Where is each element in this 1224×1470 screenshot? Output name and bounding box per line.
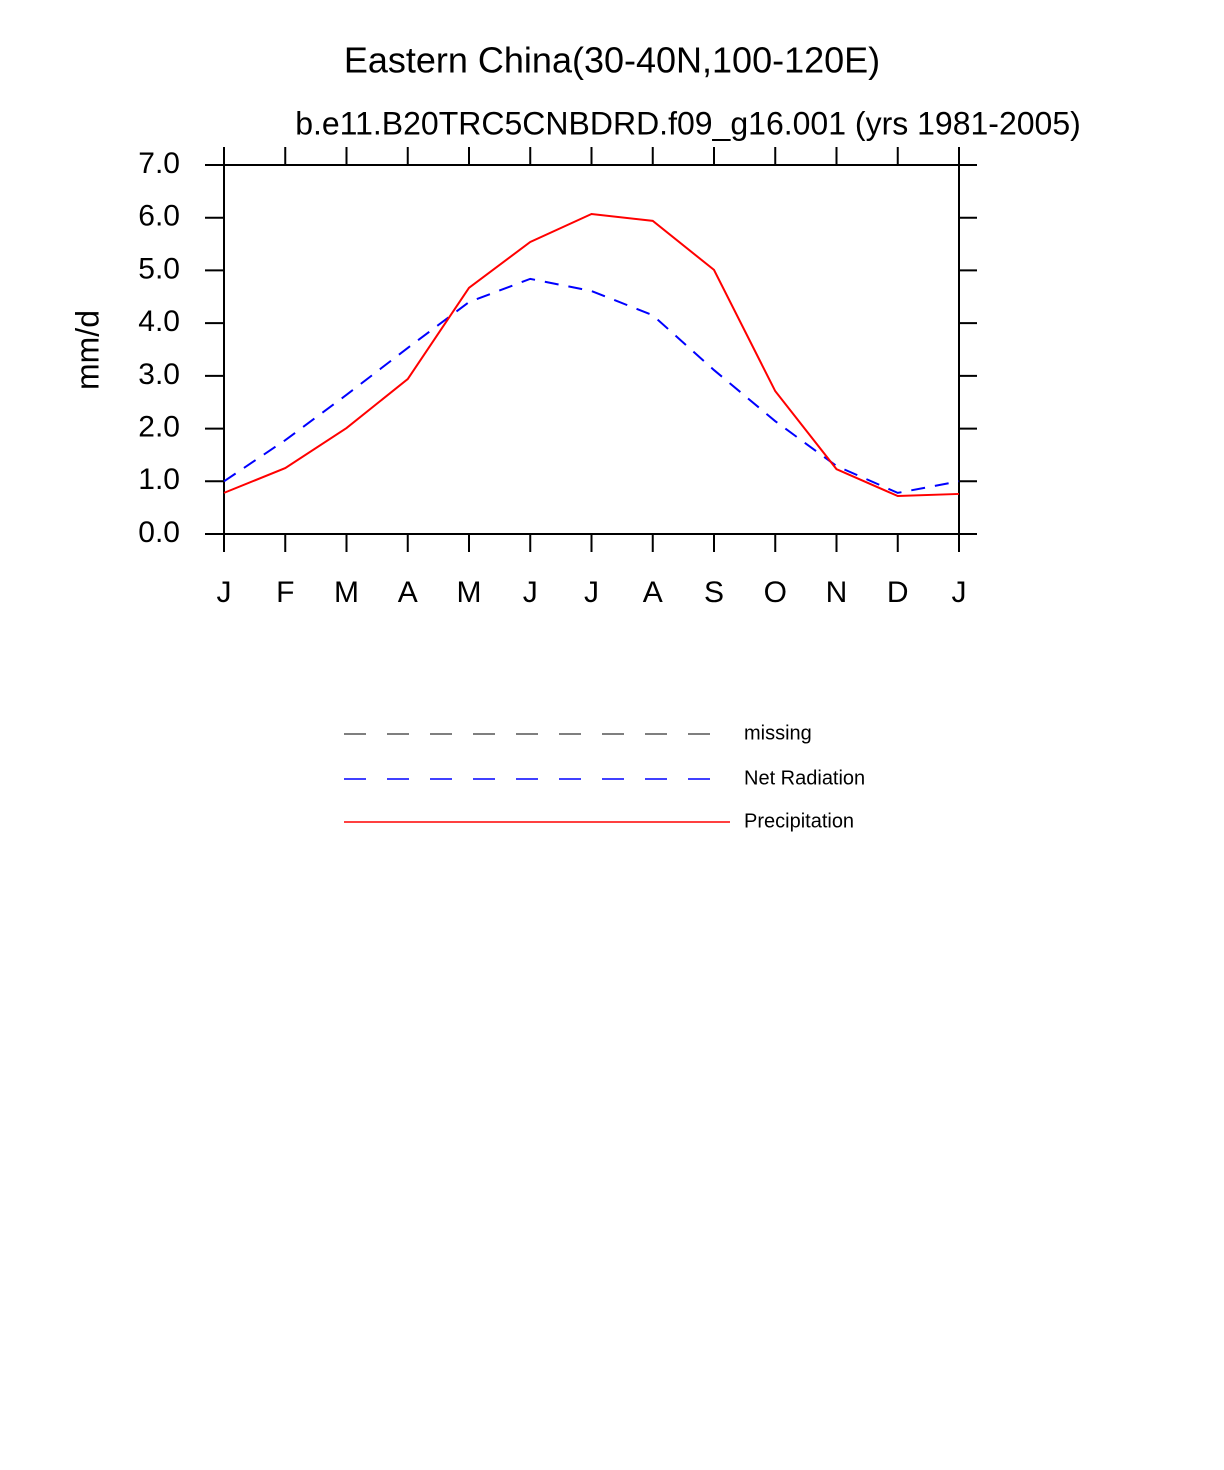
x-tick-label: A bbox=[643, 576, 663, 609]
y-axis-label: mm/d bbox=[69, 310, 105, 390]
chart-title: Eastern China(30-40N,100-120E) bbox=[344, 40, 880, 81]
series-line bbox=[223, 212, 960, 498]
legend-label: Net Radiation bbox=[744, 767, 865, 789]
x-tick-label: A bbox=[398, 576, 418, 609]
x-tick-label: N bbox=[826, 576, 848, 609]
y-tick-label: 5.0 bbox=[138, 252, 180, 285]
x-tick-label: O bbox=[764, 576, 787, 609]
chart-subtitle: b.e11.B20TRC5CNBDRD.f09_g16.001 (yrs 198… bbox=[295, 105, 1081, 141]
y-tick-label: 2.0 bbox=[138, 410, 180, 443]
x-tick-label: S bbox=[704, 576, 724, 609]
x-tick-label: F bbox=[276, 576, 294, 609]
y-tick-label: 1.0 bbox=[138, 463, 180, 496]
x-tick-label: J bbox=[952, 576, 967, 609]
x-tick-label: M bbox=[334, 576, 359, 609]
series-line bbox=[223, 277, 960, 494]
x-tick-label: D bbox=[887, 576, 909, 609]
y-tick-label: 7.0 bbox=[138, 147, 180, 180]
y-tick-label: 4.0 bbox=[138, 305, 180, 338]
x-tick-label: J bbox=[584, 576, 599, 609]
plot-frame bbox=[223, 164, 960, 535]
y-tick-label: 6.0 bbox=[138, 200, 180, 233]
y-tick-label: 3.0 bbox=[138, 358, 180, 391]
x-tick-label: J bbox=[217, 576, 232, 609]
y-tick-label: 0.0 bbox=[138, 516, 180, 549]
x-tick-label: J bbox=[523, 576, 538, 609]
legend-label: missing bbox=[744, 722, 812, 744]
x-tick-label: M bbox=[457, 576, 482, 609]
legend-label: Precipitation bbox=[744, 810, 854, 832]
